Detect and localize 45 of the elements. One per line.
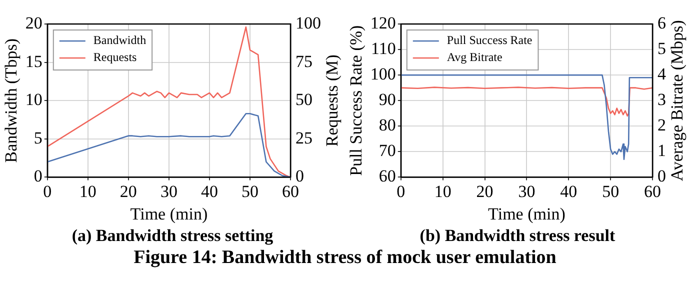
y-tick-label: 110	[371, 39, 396, 58]
y2-axis-title: Requests (M)	[322, 54, 342, 147]
y-tick-label: 90	[378, 90, 396, 110]
caption: Figure 14: Bandwidth stress of mock user emulation	[132, 246, 558, 270]
y-tick-label: 0	[34, 166, 42, 186]
y-tick-label: 100	[370, 64, 396, 84]
text: (a) Bandwidth stress setting	[70, 226, 274, 246]
y2-tick-label: 50	[296, 90, 312, 110]
y2-tick-label: 4	[658, 64, 666, 84]
y2-tick-label: 6	[658, 13, 666, 32]
x-tick-label: 40	[200, 182, 218, 201]
y-tick-label: 120	[370, 13, 396, 32]
y-tick-label: 10	[25, 90, 42, 110]
y2-tick-label: 2	[658, 116, 666, 135]
y-axis-title: Bandwidth (Tbps)	[2, 38, 21, 163]
y-tick-label: 20	[25, 13, 42, 32]
x-tick-label: 20	[120, 182, 137, 201]
y-tick-label: 5	[34, 128, 42, 148]
x-tick-label: 30	[518, 182, 536, 201]
x-tick-label: 30	[160, 182, 178, 201]
y2-tick-label: 25	[296, 128, 312, 148]
x-tick-label: 50	[241, 182, 258, 201]
x-axis-title: Time (min)	[488, 204, 566, 224]
y-tick-label: 70	[378, 141, 396, 160]
legend-label: Pull Success Rate	[446, 33, 532, 48]
x-tick-label: 10	[79, 182, 96, 201]
y2-tick-label: 75	[296, 52, 312, 71]
y-tick-label: 80	[378, 116, 396, 135]
y2-axis-title: Average Bitrate (Mbps)	[667, 20, 686, 182]
x-axis-title: Time (min)	[130, 204, 208, 224]
x-tick-label: 20	[476, 182, 494, 201]
legend-label: Avg Bitrate	[446, 50, 502, 64]
y2-tick-label: 3	[658, 90, 666, 110]
y-tick-label: 15	[25, 52, 42, 71]
text: (b) Bandwidth stress result	[418, 226, 616, 246]
y-axis-title: Pull Success Rate (%)	[346, 25, 366, 176]
y2-tick-label: 5	[658, 39, 666, 58]
legend-label: Bandwidth	[93, 33, 146, 48]
x-tick-label: 40	[560, 182, 578, 201]
x-tick-label: 50	[602, 182, 620, 201]
x-tick-label: 10	[434, 182, 452, 201]
y-tick-label: 60	[378, 166, 396, 186]
legend-label: Requests	[93, 50, 138, 64]
y2-tick-label: 1	[658, 141, 666, 160]
y2-tick-label: 100	[296, 13, 321, 32]
